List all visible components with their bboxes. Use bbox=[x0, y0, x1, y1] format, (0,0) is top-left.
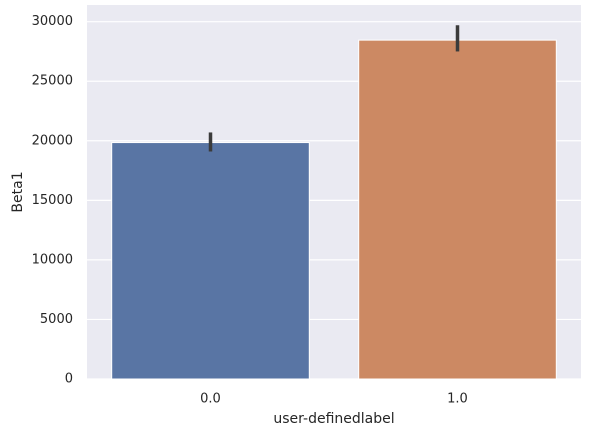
bar bbox=[358, 39, 557, 380]
y-tick-label: 20000 bbox=[32, 133, 73, 148]
y-tick-label: 15000 bbox=[32, 193, 73, 208]
y-tick-label: 25000 bbox=[32, 74, 73, 89]
x-tick-label: 1.0 bbox=[447, 392, 468, 407]
x-tick-label: 0.0 bbox=[200, 392, 221, 407]
y-tick-label: 30000 bbox=[32, 14, 73, 29]
bar bbox=[111, 142, 310, 380]
y-axis-label: Beta1 bbox=[10, 171, 26, 212]
x-axis-label: user-definedlabel bbox=[273, 411, 394, 427]
y-tick-label: 5000 bbox=[40, 312, 73, 327]
y-tick-label: 0 bbox=[65, 372, 73, 387]
y-tick-label: 10000 bbox=[32, 252, 73, 267]
